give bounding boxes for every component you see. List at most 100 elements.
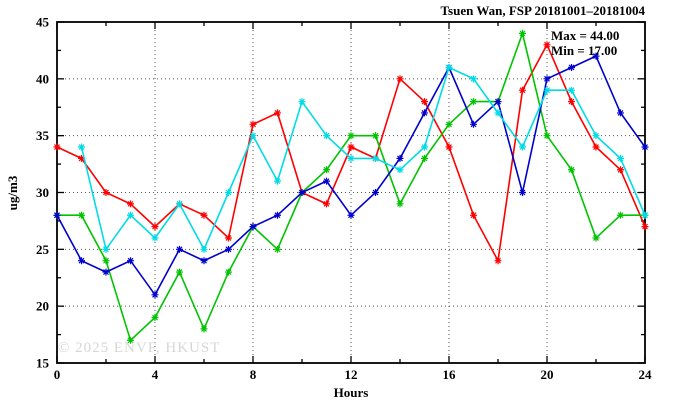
data-point-marker	[225, 268, 232, 276]
data-point-marker	[543, 86, 551, 94]
watermark: © 2025 ENVF, HKUST	[58, 340, 221, 356]
data-point-marker	[78, 154, 85, 162]
data-point-marker	[323, 177, 330, 185]
data-point-marker	[421, 98, 428, 106]
data-point-marker	[494, 109, 502, 117]
data-point-marker	[78, 257, 85, 265]
data-point-marker	[298, 98, 306, 106]
data-point-marker	[249, 120, 257, 128]
data-point-marker	[592, 52, 600, 60]
data-point-marker	[249, 223, 257, 231]
min-value-label: Min = 17.00	[551, 42, 618, 58]
data-point-marker	[102, 245, 110, 253]
stats-box: Max = 44.00 Min = 17.00	[551, 28, 620, 58]
data-point-marker	[151, 223, 159, 231]
data-point-marker	[592, 132, 600, 140]
data-point-marker	[249, 132, 257, 140]
data-point-marker	[494, 98, 502, 106]
series-cyan-markers	[78, 63, 649, 253]
data-point-marker	[494, 257, 502, 265]
data-point-marker	[470, 120, 477, 128]
data-point-marker	[200, 257, 208, 265]
series-cyan-line	[80, 66, 646, 252]
data-point-marker	[592, 234, 600, 242]
data-point-marker	[470, 98, 477, 106]
data-point-marker	[102, 189, 110, 196]
data-point-marker	[421, 154, 428, 162]
data-point-marker	[225, 234, 232, 242]
data-point-marker	[347, 132, 355, 140]
data-point-marker	[568, 98, 575, 106]
data-point-marker	[347, 211, 355, 219]
y-tick-label: 45	[36, 15, 50, 30]
data-point-marker	[568, 86, 575, 94]
x-tick-label: 20	[541, 367, 554, 382]
data-point-marker	[396, 166, 404, 174]
data-point-marker	[445, 143, 453, 151]
data-point-marker	[372, 189, 379, 196]
data-point-marker	[641, 211, 649, 219]
data-point-marker	[519, 29, 526, 37]
data-point-marker	[592, 143, 600, 151]
grid-lines	[57, 22, 645, 363]
data-point-marker	[568, 166, 575, 174]
y-tick-label: 25	[36, 242, 50, 257]
data-point-marker	[617, 211, 624, 219]
data-point-marker	[470, 211, 477, 219]
data-point-marker	[200, 211, 208, 219]
x-tick-label: 24	[639, 367, 653, 382]
data-point-marker	[543, 41, 551, 49]
data-point-marker	[151, 291, 159, 299]
data-point-marker	[225, 245, 232, 253]
data-point-marker	[445, 120, 453, 128]
data-point-marker	[641, 143, 649, 151]
data-point-marker	[470, 75, 477, 83]
data-point-marker	[543, 75, 551, 83]
data-point-marker	[176, 200, 183, 208]
chart-title: Tsuen Wan, FSP 20181001–20181004	[440, 3, 645, 18]
data-point-marker	[127, 200, 134, 208]
x-tick-label: 0	[54, 367, 61, 382]
y-tick-label: 40	[36, 71, 49, 86]
data-point-marker	[543, 132, 551, 140]
data-point-marker	[617, 166, 624, 174]
data-point-marker	[274, 109, 281, 117]
data-point-marker	[323, 132, 330, 140]
data-point-marker	[200, 325, 208, 333]
x-axis-label: Hours	[333, 385, 369, 400]
data-point-marker	[53, 211, 61, 219]
data-point-marker	[396, 75, 404, 83]
data-point-marker	[298, 189, 306, 196]
data-point-marker	[151, 234, 159, 242]
data-point-marker	[396, 200, 404, 208]
y-tick-label: 15	[36, 356, 50, 371]
data-point-marker	[421, 109, 428, 117]
data-point-marker	[78, 211, 85, 219]
data-point-marker	[200, 245, 208, 253]
data-point-marker	[519, 86, 526, 94]
y-tick-label: 35	[36, 128, 50, 143]
data-point-marker	[102, 257, 110, 265]
data-point-marker	[396, 154, 404, 162]
data-point-marker	[617, 154, 624, 162]
max-value-label: Max = 44.00	[551, 28, 620, 43]
y-tick-label: 30	[36, 185, 49, 200]
series-cyan	[78, 63, 649, 253]
y-axis-label: ug/m3	[5, 175, 20, 211]
data-point-marker	[323, 200, 330, 208]
data-point-marker	[421, 143, 428, 151]
series-blue-markers	[53, 52, 649, 299]
data-point-marker	[323, 166, 330, 174]
data-point-marker	[127, 257, 134, 265]
x-tick-label: 8	[250, 367, 257, 382]
data-point-marker	[372, 154, 379, 162]
data-point-marker	[127, 211, 134, 219]
data-point-marker	[127, 336, 134, 344]
data-point-marker	[568, 63, 575, 71]
data-point-marker	[151, 314, 159, 322]
data-point-marker	[176, 245, 183, 253]
data-point-marker	[372, 132, 379, 140]
data-point-marker	[641, 223, 649, 231]
